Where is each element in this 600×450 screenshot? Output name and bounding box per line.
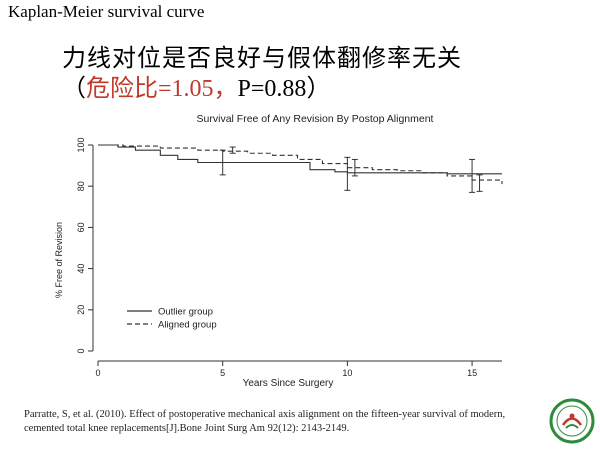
hazard-ratio-text: （危险比=1.05，P=0.88） bbox=[62, 68, 330, 103]
x-tick-label: 5 bbox=[220, 368, 225, 378]
plot-series bbox=[98, 144, 503, 193]
legend-label-aligned: Aligned group bbox=[158, 320, 217, 331]
y-tick-label: 0 bbox=[76, 348, 86, 353]
y-tick-label: 20 bbox=[76, 305, 86, 315]
hazard-ratio-label: 危险比=1.05， bbox=[86, 76, 238, 102]
citation: Parratte, S, et al. (2010). Effect of po… bbox=[24, 409, 506, 434]
stats-close-paren: ） bbox=[306, 76, 331, 102]
chart-title: Survival Free of Any Revision By Postop … bbox=[197, 113, 434, 125]
headline: 力线对位是否良好与假体翻修率无关 bbox=[62, 44, 462, 72]
y-tick-label: 40 bbox=[76, 264, 86, 274]
x-tick-label: 15 bbox=[467, 368, 477, 378]
university-seal-icon bbox=[549, 398, 595, 444]
legend: Outlier group Aligned group bbox=[127, 307, 217, 331]
y-axis-label: % Free of Revision bbox=[54, 222, 64, 298]
y-tick-label: 80 bbox=[76, 181, 86, 191]
y-axis: 0 20 40 60 80 100 bbox=[76, 137, 94, 354]
x-tick-label: 10 bbox=[342, 368, 352, 378]
x-tick-label: 0 bbox=[95, 368, 100, 378]
p-value: P=0.88 bbox=[237, 76, 307, 102]
y-tick-label: 100 bbox=[76, 137, 86, 152]
slide-title: Kaplan-Meier survival curve bbox=[8, 2, 205, 21]
km-chart: Survival Free of Any Revision By Postop … bbox=[54, 113, 503, 389]
legend-label-outlier: Outlier group bbox=[158, 307, 213, 318]
survival-curve-aligned bbox=[98, 144, 503, 185]
x-axis-label: Years Since Surgery bbox=[243, 378, 334, 389]
y-tick-label: 60 bbox=[76, 222, 86, 232]
stats-open-paren: （ bbox=[62, 76, 86, 102]
x-axis: 0 5 10 15 bbox=[95, 360, 502, 378]
